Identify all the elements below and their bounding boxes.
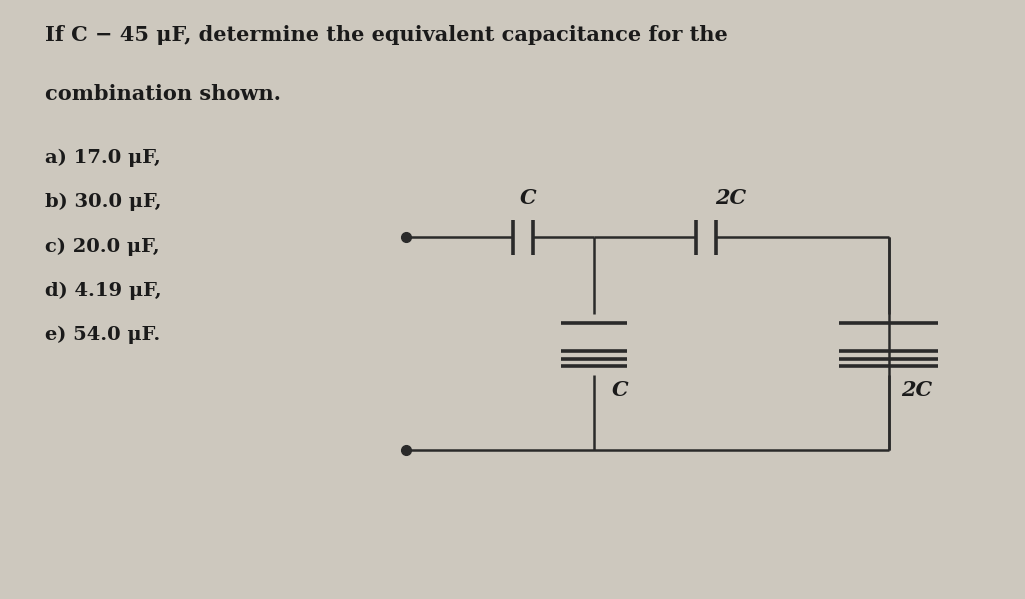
Text: C: C [520, 188, 536, 208]
Text: b) 30.0 μF,: b) 30.0 μF, [45, 193, 161, 211]
Text: If C − 45 μF, determine the equivalent capacitance for the: If C − 45 μF, determine the equivalent c… [45, 25, 728, 45]
Text: combination shown.: combination shown. [45, 84, 281, 104]
Text: 2C: 2C [901, 380, 932, 400]
Text: C: C [612, 380, 628, 400]
Text: c) 20.0 μF,: c) 20.0 μF, [45, 237, 160, 256]
Text: d) 4.19 μF,: d) 4.19 μF, [45, 282, 162, 300]
Text: 2C: 2C [715, 188, 746, 208]
Text: e) 54.0 μF.: e) 54.0 μF. [45, 326, 160, 344]
Text: a) 17.0 μF,: a) 17.0 μF, [45, 149, 161, 167]
